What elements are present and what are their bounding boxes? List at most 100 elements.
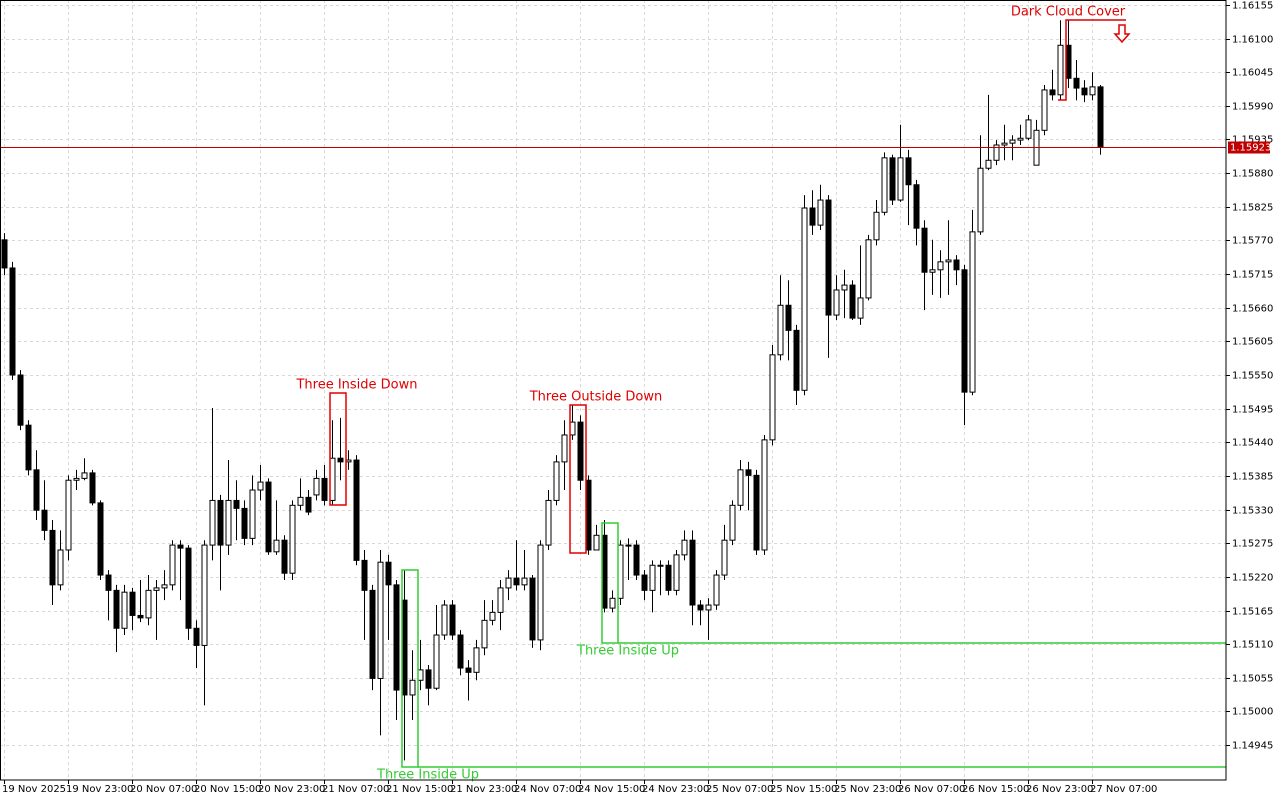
candle-body bbox=[761, 439, 768, 551]
candle-body bbox=[393, 584, 400, 691]
candle-body bbox=[1081, 87, 1088, 96]
candle-body bbox=[241, 507, 248, 539]
candle-body bbox=[497, 587, 504, 613]
candle-body bbox=[25, 424, 32, 471]
pattern-box bbox=[601, 522, 619, 644]
x-tick-label: 21 Nov 23:00 bbox=[450, 784, 517, 795]
candle-body bbox=[297, 496, 304, 506]
candle-body bbox=[881, 157, 888, 213]
candle-body bbox=[265, 481, 272, 553]
pattern-label: Three Inside Up bbox=[576, 644, 679, 659]
candle-body bbox=[305, 496, 312, 513]
candle-body bbox=[745, 469, 752, 476]
last-price-label: 1.15923 bbox=[1230, 143, 1271, 154]
candle-body bbox=[9, 267, 16, 376]
candle-body bbox=[985, 159, 992, 169]
x-tick-label: 24 Nov 23:00 bbox=[642, 784, 709, 795]
candle-body bbox=[185, 547, 192, 629]
candle-body bbox=[81, 472, 88, 479]
candle-body bbox=[873, 211, 880, 241]
y-tick-label: 1.15715 bbox=[1232, 270, 1273, 281]
candle-body bbox=[385, 561, 392, 586]
candle-body bbox=[945, 259, 952, 263]
x-tick-label: 20 Nov 15:00 bbox=[194, 784, 261, 795]
pattern-box bbox=[569, 404, 587, 554]
candle-body bbox=[1049, 89, 1056, 96]
candle-body bbox=[897, 157, 904, 201]
x-tick-label: 19 Nov 2025 bbox=[2, 784, 66, 795]
candle-body bbox=[673, 554, 680, 591]
candle-body bbox=[209, 499, 216, 546]
candle-body bbox=[721, 539, 728, 576]
candle-body bbox=[665, 564, 672, 591]
x-tick-label: 19 Nov 23:00 bbox=[66, 784, 133, 795]
candle-body bbox=[929, 269, 936, 273]
candle-body bbox=[969, 231, 976, 393]
x-tick-label: 24 Nov 07:00 bbox=[514, 784, 581, 795]
y-tick-label: 1.15495 bbox=[1232, 405, 1273, 416]
x-tick-label: 25 Nov 15:00 bbox=[770, 784, 837, 795]
candle-body bbox=[33, 469, 40, 511]
candle-body bbox=[961, 269, 968, 393]
candle-body bbox=[841, 284, 848, 291]
candle-body bbox=[161, 584, 168, 589]
x-tick-label: 27 Nov 07:00 bbox=[1090, 784, 1157, 795]
y-tick-label: 1.15440 bbox=[1232, 438, 1273, 449]
candle-body bbox=[1041, 89, 1048, 131]
pattern-label: Dark Cloud Cover bbox=[1011, 5, 1126, 20]
y-tick-label: 1.15275 bbox=[1232, 539, 1273, 550]
signal-arrow bbox=[1113, 24, 1131, 44]
candle-body bbox=[409, 679, 416, 696]
candle-body bbox=[473, 647, 480, 673]
candle-body bbox=[905, 157, 912, 186]
candle-body bbox=[153, 587, 160, 591]
x-tick-label: 26 Nov 23:00 bbox=[1026, 784, 1093, 795]
candle-body bbox=[609, 597, 616, 609]
candle-body bbox=[537, 544, 544, 641]
candle-body bbox=[369, 589, 376, 679]
y-tick-label: 1.15880 bbox=[1232, 169, 1273, 180]
grid bbox=[0, 0, 1226, 780]
candle-body bbox=[425, 669, 432, 689]
candle-body bbox=[817, 199, 824, 226]
candle-body bbox=[801, 207, 808, 391]
y-tick-label: 1.15660 bbox=[1232, 304, 1273, 315]
pattern-label: Three Outside Down bbox=[529, 390, 663, 405]
candle-body bbox=[361, 559, 368, 591]
candle-body bbox=[577, 421, 584, 481]
candle-body bbox=[449, 604, 456, 636]
candle-body bbox=[1057, 44, 1064, 96]
candle-body bbox=[633, 544, 640, 576]
candle-body bbox=[433, 634, 440, 689]
candle-body bbox=[769, 354, 776, 441]
candle-body bbox=[993, 144, 1000, 161]
candle-body bbox=[457, 634, 464, 669]
y-tick-label: 1.15605 bbox=[1232, 337, 1273, 348]
candle-body bbox=[977, 167, 984, 233]
candle-body bbox=[521, 577, 528, 586]
y-tick-label: 1.14945 bbox=[1232, 741, 1273, 752]
y-tick-label: 1.16045 bbox=[1232, 68, 1273, 79]
candle-body bbox=[73, 477, 80, 481]
candle-body bbox=[937, 261, 944, 271]
candle-body bbox=[689, 539, 696, 606]
candle-body bbox=[1001, 142, 1008, 146]
candle-body bbox=[257, 481, 264, 491]
pattern-boxes bbox=[329, 19, 1226, 768]
candle-body bbox=[41, 509, 48, 531]
candle-body bbox=[337, 457, 344, 463]
x-tick-label: 26 Nov 15:00 bbox=[962, 784, 1029, 795]
y-tick-label: 1.15000 bbox=[1232, 707, 1273, 718]
candle-body bbox=[1073, 77, 1080, 89]
candle-body bbox=[193, 627, 200, 646]
x-tick-label: 20 Nov 23:00 bbox=[258, 784, 325, 795]
candle-body bbox=[377, 561, 384, 679]
candle-body bbox=[849, 284, 856, 319]
y-tick-label: 1.15770 bbox=[1232, 236, 1273, 247]
candle-body bbox=[649, 564, 656, 591]
candle-body bbox=[289, 504, 296, 574]
candle-body bbox=[833, 289, 840, 316]
candle-body bbox=[553, 461, 560, 501]
candle-body bbox=[753, 474, 760, 551]
